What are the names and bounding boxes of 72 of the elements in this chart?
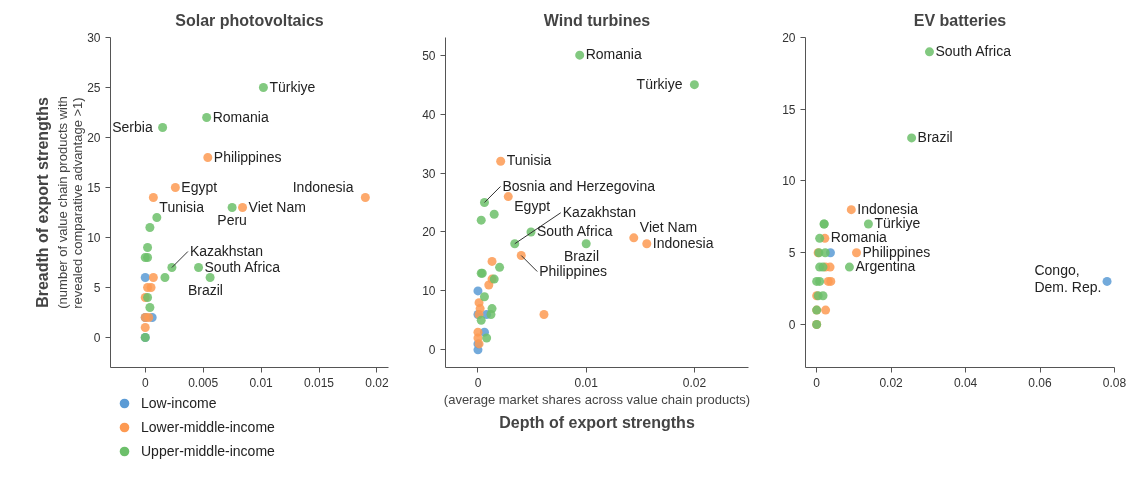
y-tick-label: 10: [782, 174, 796, 189]
x-axis-title: Depth of export strengths: [499, 413, 695, 431]
y-tick-label: 10: [422, 284, 436, 299]
x-tick-label: 0.06: [1028, 375, 1053, 390]
text: (average market shares across value chain products): [443, 391, 751, 407]
annotation: Indonesia: [857, 200, 919, 217]
annotation: Philippines: [862, 243, 931, 260]
chart-title: Wind turbines: [543, 11, 651, 29]
x-tick-label: 0.01: [249, 375, 274, 390]
y-tick-label: 0: [428, 343, 436, 358]
x-tick-label: 0: [141, 375, 149, 390]
x-tick-label: 0: [474, 375, 482, 390]
x-tick-label: 0.02: [879, 375, 904, 390]
annotation: Türkiye: [874, 215, 921, 232]
annotation: Romania: [212, 108, 269, 125]
annotation: South Africa: [935, 42, 1012, 59]
y-tick-label: 5: [788, 246, 796, 261]
annotation: Indonesia: [652, 234, 714, 251]
legend-label: Upper-middle-income: [141, 442, 275, 461]
x-tick-label: 0.01: [574, 375, 599, 390]
y-tick-label: 50: [422, 48, 436, 63]
x-tick-label: 0.04: [953, 375, 978, 390]
annotation: Kazakhstan: [189, 242, 264, 259]
annotation: Romania: [585, 46, 642, 63]
y-tick-label: 25: [87, 81, 101, 95]
y-tick-label: 0: [93, 331, 101, 345]
y-tick-label: 15: [87, 181, 101, 195]
y-tick-label: 10: [87, 231, 101, 245]
annotation: Tunisia: [159, 198, 205, 215]
text: (number of value chain products with revealed comparative advantage >1): [54, 96, 85, 309]
annotation: Egypt: [181, 178, 218, 195]
annotation: Brazil: [563, 247, 599, 264]
annotation: Brazil: [917, 128, 953, 145]
y-tick-label: 0: [788, 317, 796, 332]
x-tick-label: 0: [813, 375, 821, 390]
annotation: Tunisia: [506, 152, 552, 169]
y-tick-label: 5: [93, 281, 101, 295]
chart-title: EV batteries: [913, 11, 1007, 29]
annotation: South Africa: [536, 222, 613, 239]
y-tick-label: 20: [782, 31, 796, 45]
annotation: Türkiye: [636, 75, 683, 92]
annotation: Bosnia and Herzegovina: [502, 177, 656, 194]
annotation: Congo, Dem. Rep.: [1034, 261, 1102, 296]
annotation: Indonesia: [292, 178, 354, 195]
chart-title: Solar photovoltaics: [175, 11, 324, 29]
annotation: South Africa: [204, 258, 281, 275]
annotation: Serbia: [112, 118, 153, 135]
y-tick-label: 20: [422, 225, 436, 240]
y-axis-title: Breadth of export strengths: [33, 97, 51, 308]
y-tick-label: 20: [87, 131, 101, 145]
x-tick-label: 0.02: [365, 375, 389, 390]
legend-label: Lower-middle-income: [141, 418, 275, 437]
annotation: Viet Nam: [639, 218, 698, 235]
annotation: Viet Nam: [248, 198, 306, 215]
annotation: Brazil: [187, 281, 223, 298]
annotation: Peru: [217, 211, 247, 228]
y-tick-label: 30: [87, 31, 101, 45]
legend-label: Low-income: [141, 394, 217, 413]
x-tick-label: 0.005: [188, 375, 219, 390]
annotation: Romania: [830, 229, 888, 246]
x-tick-label: 0.015: [303, 375, 335, 390]
annotation: Kazakhstan: [562, 203, 636, 220]
y-tick-label: 40: [422, 107, 436, 122]
annotation: Egypt: [514, 197, 551, 214]
annotation: Türkiye: [269, 78, 316, 95]
x-tick-label: 0.02: [682, 375, 707, 390]
annotation: Argentina: [855, 258, 916, 275]
x-tick-label: 0.08: [1102, 375, 1126, 390]
annotation: Philippines: [213, 148, 282, 165]
y-tick-label: 30: [422, 166, 436, 181]
annotation: Philippines: [539, 262, 607, 279]
y-tick-label: 15: [782, 102, 796, 117]
